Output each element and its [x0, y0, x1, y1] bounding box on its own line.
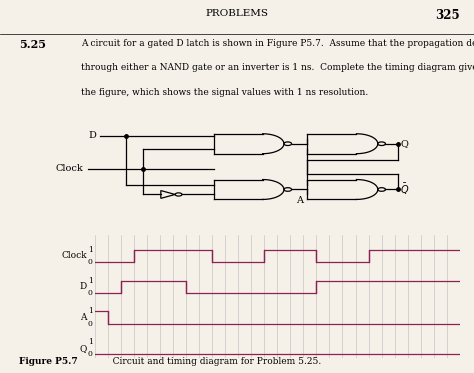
Text: D: D	[80, 282, 87, 291]
Text: the figure, which shows the signal values with 1 ns resolution.: the figure, which shows the signal value…	[81, 88, 368, 97]
Text: 1: 1	[88, 276, 93, 285]
Text: A circuit for a gated D latch is shown in Figure P5.7.  Assume that the propagat: A circuit for a gated D latch is shown i…	[81, 39, 474, 48]
Text: Clock: Clock	[55, 164, 83, 173]
Text: 0: 0	[88, 320, 93, 327]
Text: Q: Q	[80, 344, 87, 353]
Text: Circuit and timing diagram for Problem 5.25.: Circuit and timing diagram for Problem 5…	[104, 357, 321, 366]
Text: 1: 1	[88, 246, 93, 254]
Text: Q: Q	[401, 139, 408, 148]
Text: 5.25: 5.25	[19, 39, 46, 50]
Text: 0: 0	[88, 258, 93, 266]
Text: 0: 0	[88, 289, 93, 297]
Text: Figure P5.7: Figure P5.7	[19, 357, 78, 366]
Text: $\bar{Q}$: $\bar{Q}$	[401, 182, 410, 197]
Text: 1: 1	[88, 307, 93, 315]
Text: through either a NAND gate or an inverter is 1 ns.  Complete the timing diagram : through either a NAND gate or an inverte…	[81, 63, 474, 72]
Text: PROBLEMS: PROBLEMS	[206, 9, 268, 18]
Text: D: D	[88, 131, 96, 140]
Text: Clock: Clock	[61, 251, 87, 260]
Text: 0: 0	[88, 350, 93, 358]
Text: A: A	[296, 197, 303, 206]
Text: A: A	[81, 313, 87, 322]
Text: 325: 325	[435, 9, 460, 22]
Text: 1: 1	[88, 338, 93, 346]
